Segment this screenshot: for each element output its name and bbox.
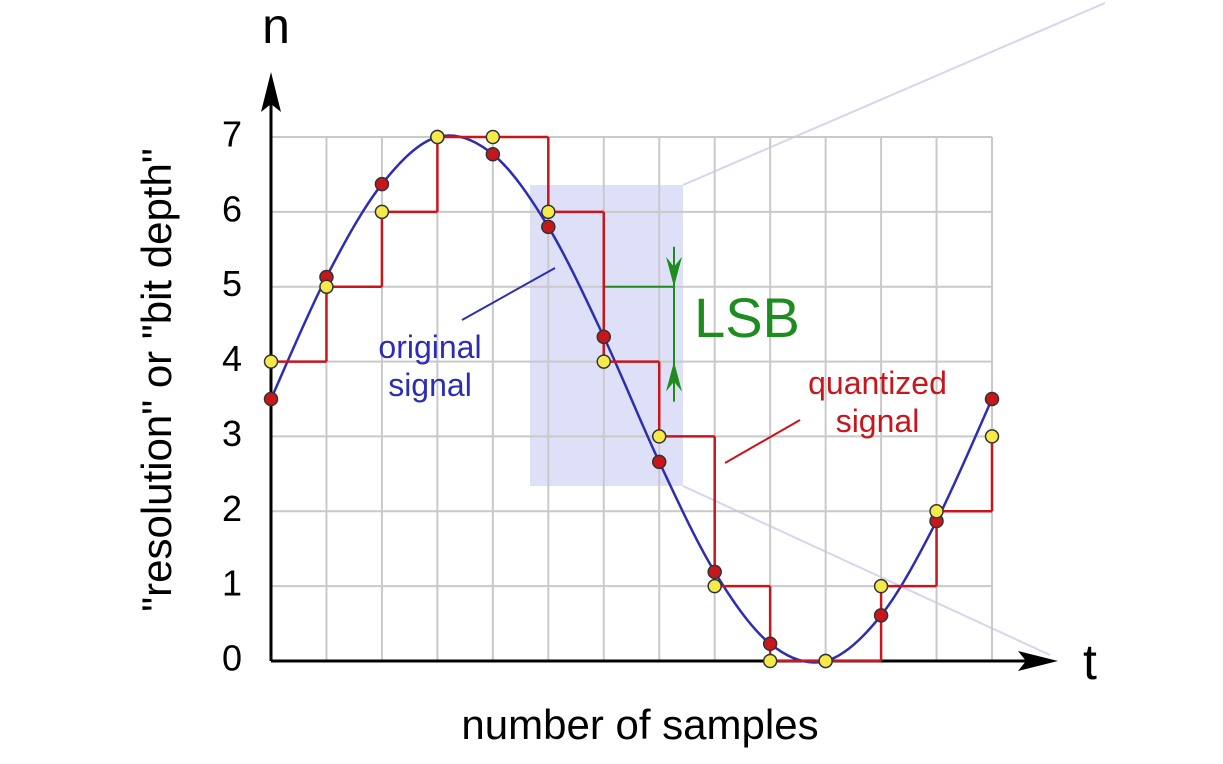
sample-dot [319, 279, 334, 294]
y-axis-arrow [261, 72, 281, 112]
sample-dot [984, 391, 1000, 407]
sample-dot [707, 578, 722, 594]
sample-dot [596, 329, 612, 345]
zoom-line [682, 485, 1051, 656]
y-axis-label: "resolution" or "bit depth" [133, 148, 180, 612]
sample-dot [541, 204, 556, 220]
label-pointer [461, 267, 556, 321]
sample-dot [984, 429, 1000, 444]
y-axis-symbol: n [262, 0, 290, 54]
series-label: original signal [378, 329, 482, 404]
lsb-label: LSB [694, 286, 800, 349]
y-tick-label: 7 [222, 114, 242, 155]
y-tick-label: 4 [222, 338, 242, 379]
sample-dot [430, 129, 445, 145]
sample-dot [818, 653, 833, 669]
y-tick-label: 0 [222, 638, 242, 679]
y-tick-label: 1 [222, 563, 242, 604]
sample-dot [873, 608, 889, 623]
sample-dot [485, 129, 501, 145]
y-tick-label: 5 [222, 263, 242, 304]
sample-dot [374, 204, 390, 220]
sample-dot [707, 564, 722, 580]
sample-dot [485, 146, 501, 162]
lsb-arrow [666, 256, 682, 287]
sample-dot [596, 354, 612, 369]
sample-dot [263, 391, 279, 407]
lsb-arrow [666, 361, 682, 392]
sample-dot [762, 653, 778, 669]
sample-dot [263, 354, 279, 369]
sample-dot [541, 219, 556, 235]
sample-dot [374, 176, 390, 192]
sample-dot [762, 636, 778, 652]
sample-dot [929, 504, 944, 519]
y-tick-label: 2 [222, 488, 242, 529]
sample-dot [651, 429, 667, 444]
label-pointer [724, 419, 801, 464]
y-tick-label: 6 [222, 188, 242, 229]
x-axis-arrow [1018, 651, 1058, 671]
x-axis-label: number of samples [461, 701, 818, 748]
series-label: quantized signal [808, 365, 947, 440]
plot [263, 129, 1000, 669]
x-axis-symbol: t [1083, 634, 1097, 690]
sample-dot [651, 454, 667, 470]
zoom-line [682, 2, 1106, 186]
sample-dot [873, 578, 889, 594]
y-tick-label: 3 [222, 413, 242, 454]
